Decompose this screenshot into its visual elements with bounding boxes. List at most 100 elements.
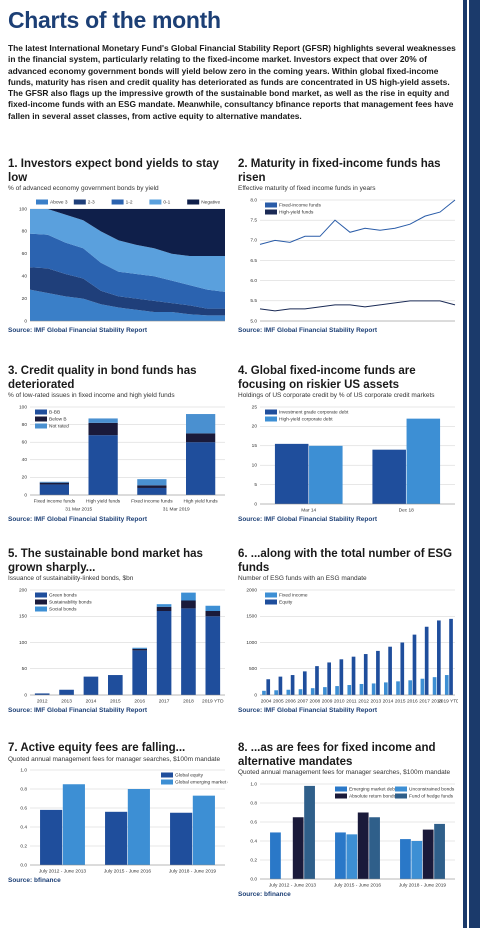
chart: 0.0 0.2 0.4 0.6 0.8 1.0 July 2012 - June 2013 J… <box>20 767 228 874</box>
x-tick-label: Dec 18 <box>399 507 415 513</box>
chart-source: Source: IMF Global Financial Stability R… <box>238 326 378 334</box>
legend-swatch <box>265 599 277 604</box>
legend-swatch <box>395 786 407 791</box>
bar <box>292 816 304 879</box>
bar-segment <box>108 674 123 695</box>
y-tick-label: 500 <box>249 666 257 672</box>
chart-source: Source: IMF Global Financial Stability R… <box>8 515 148 523</box>
bar <box>310 687 315 695</box>
legend-swatch <box>35 409 47 414</box>
x-tick-label: Fixed income funds <box>131 498 173 504</box>
legend-label: High-yield funds <box>279 209 314 215</box>
x-tick-label: 2018 <box>183 698 194 704</box>
bar <box>262 690 266 695</box>
legend-label: Unconstrained bonds <box>409 786 455 792</box>
bar <box>62 784 85 865</box>
y-tick-label: 100 <box>19 404 27 410</box>
x-tick-label: 2012 <box>358 698 369 704</box>
bar-segment <box>39 483 69 495</box>
chart-title: 7. Active equity fees are falling... <box>8 742 186 754</box>
legend-swatch <box>335 786 347 791</box>
y-tick-label: 0.2 <box>20 843 27 849</box>
bar-segment <box>156 610 172 695</box>
bar <box>406 418 441 504</box>
page-title: Charts of the month <box>8 7 221 33</box>
area <box>30 208 225 292</box>
chart-panel: 6. ...along with the total number of ESG… <box>238 548 458 716</box>
legend-swatch <box>395 793 407 798</box>
x-tick-label: 2010 <box>334 698 345 704</box>
bar <box>412 634 417 695</box>
bar-segment <box>186 413 216 433</box>
area <box>30 233 225 309</box>
bar-segment <box>181 607 196 695</box>
legend-label: Investment grade corporate debt <box>279 409 349 415</box>
bar <box>346 833 358 879</box>
chart-subtitle: Holdings of US corporate credit by % of … <box>238 392 435 399</box>
legend-swatch <box>35 592 47 597</box>
legend-label: High-yield corporate debt <box>279 416 333 422</box>
y-tick-label: 0 <box>24 492 27 498</box>
y-tick-label: 7.0 <box>250 237 257 243</box>
bar <box>304 785 315 879</box>
x-tick-label: 2016 <box>134 698 145 704</box>
chart-source: Source: bfinance <box>238 890 291 898</box>
x-tick-label: 2017 <box>159 698 170 704</box>
y-tick-label: 0 <box>24 318 27 324</box>
y-tick-label: 10 <box>252 462 258 468</box>
y-tick-label: 0.4 <box>20 824 27 830</box>
chart: 0 500 1000 1500 2000 2004 2005 2006 2007 2008 2009… <box>246 587 458 704</box>
legend-label: Fixed-income funds <box>279 202 321 208</box>
bar <box>274 689 278 695</box>
legend-label: Equity <box>279 599 293 605</box>
plot-background <box>260 783 455 879</box>
y-tick-label: 5.0 <box>250 318 257 324</box>
chart-panel: 1. Investors expect bond yields to stay … <box>8 158 228 336</box>
area <box>30 289 225 321</box>
x-tick-label: High yield funds <box>184 498 219 504</box>
plot-background <box>30 770 225 865</box>
y-tick-label: 100 <box>19 206 27 212</box>
chart: 0 20 40 60 80 100 Above 3 2-3 1-2 0-1 Negative <box>19 199 225 324</box>
y-tick-label: 0.8 <box>20 786 27 792</box>
chart: 0 20 40 60 80 100 Fixed income funds High yield… <box>19 404 225 512</box>
x-tick-label: July 2012 - June 2013 <box>39 868 87 874</box>
chart-subtitle: Effective maturity of fixed income funds… <box>238 185 376 192</box>
bar-segment <box>181 600 196 608</box>
legend-swatch <box>161 772 173 778</box>
y-tick-label: 7.5 <box>250 217 257 223</box>
bar-segment <box>39 482 69 484</box>
bar <box>105 811 128 865</box>
y-tick-label: 6.0 <box>250 277 257 283</box>
x-tick-label: July 2015 - June 2016 <box>104 868 152 874</box>
bar <box>420 678 425 695</box>
bar <box>422 829 434 879</box>
bar-segment <box>186 441 216 495</box>
legend-label: Social bonds <box>49 606 77 612</box>
x-tick-label: July 2018 - June 2019 <box>169 868 217 874</box>
bar <box>363 653 368 695</box>
x-tick-label: 2019 YTD <box>202 698 224 704</box>
bar <box>323 686 327 695</box>
y-tick-label: 5.5 <box>250 298 257 304</box>
chart-source: Source: IMF Global Financial Stability R… <box>238 515 378 523</box>
legend-label: 2-3 <box>88 199 95 205</box>
bar <box>192 795 215 865</box>
bar-segment <box>132 648 147 650</box>
legend-swatch <box>149 199 162 204</box>
bar <box>270 831 281 879</box>
y-tick-label: 0.6 <box>20 805 27 811</box>
chart-subtitle: Issuance of sustainability-linked bonds,… <box>8 575 134 582</box>
y-tick-label: 200 <box>19 587 27 593</box>
legend-swatch <box>265 409 277 414</box>
y-tick-label: 50 <box>22 666 28 672</box>
legend-label: B-BB <box>49 409 60 415</box>
y-tick-label: 1.0 <box>20 767 27 773</box>
bar-segment <box>83 676 99 695</box>
bar <box>278 676 283 695</box>
legend-swatch <box>35 423 47 428</box>
legend-swatch <box>335 793 347 798</box>
chart-source: Source: IMF Global Financial Stability R… <box>8 706 148 714</box>
y-tick-label: 8.0 <box>250 197 257 203</box>
y-tick-label: 80 <box>22 421 28 427</box>
